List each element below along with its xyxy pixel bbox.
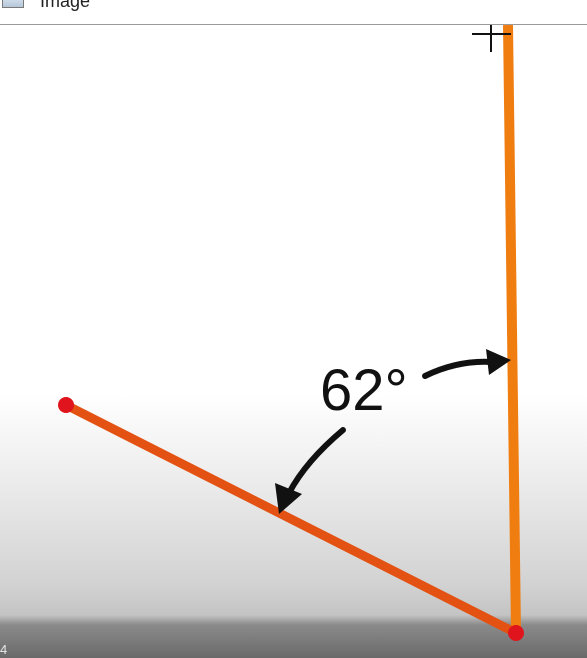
- image-canvas[interactable]: 62° 4: [0, 25, 587, 658]
- angle-diagram: 62°: [58, 25, 524, 641]
- corner-status-text: 4: [0, 642, 8, 657]
- window-titlebar: Image: [0, 0, 587, 25]
- image-window-icon: [2, 0, 24, 8]
- arrowhead-right-icon: [486, 349, 511, 375]
- vertical-line-segment[interactable]: [503, 25, 521, 634]
- window-title: Image: [40, 0, 91, 11]
- crosshair-cursor-icon: [472, 25, 511, 52]
- angle-label: 62°: [320, 358, 408, 423]
- left-endpoint-marker[interactable]: [58, 397, 74, 413]
- arrow-to-angled-line: [286, 427, 346, 496]
- arrowhead-down-icon: [275, 483, 302, 514]
- angled-line-segment[interactable]: [61, 400, 521, 638]
- arrow-to-vertical-line: [422, 358, 495, 379]
- vertex-endpoint-marker[interactable]: [508, 625, 524, 641]
